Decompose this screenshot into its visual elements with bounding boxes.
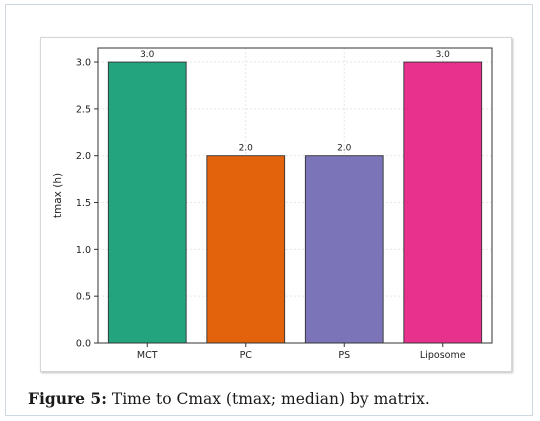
data-label: 2.0: [337, 144, 352, 154]
bar-chart: 0.0 0.5 1.0 1.5 2.0 2.5 3.0 3.0 MCT 2.0 PC 2.0 PS 3.0…: [52, 47, 493, 361]
x-tick-label: Liposome: [420, 350, 466, 361]
bar-mct: [107, 61, 187, 344]
y-tick-label: 1.0: [76, 245, 91, 256]
bar-ps: [304, 155, 384, 344]
data-label: 2.0: [239, 144, 254, 154]
figure-caption-text: Time to Cmax (tmax; median) by matrix.: [111, 390, 430, 408]
data-label: 3.0: [436, 50, 451, 60]
y-tick-label: 3.0: [76, 58, 91, 69]
chart-panel: 0.0 0.5 1.0 1.5 2.0 2.5 3.0 3.0 MCT 2.0 PC 2.0 PS 3.0…: [40, 37, 512, 372]
figure-caption: Figure 5: Time to Cmax (tmax; median) by…: [28, 389, 430, 408]
bar-liposome: [403, 61, 483, 344]
plot-frame: [97, 47, 493, 344]
x-tick-label: MCT: [137, 350, 158, 361]
y-axis-label: tmax (h): [52, 173, 64, 218]
x-tick-label: PS: [338, 350, 350, 361]
figure-label: Figure 5:: [28, 389, 107, 408]
y-tick-label: 2.0: [76, 151, 91, 162]
data-label: 3.0: [140, 50, 155, 60]
x-tick-label: PC: [240, 350, 253, 361]
figure-frame: 0.0 0.5 1.0 1.5 2.0 2.5 3.0 3.0 MCT 2.0 PC 2.0 PS 3.0…: [5, 4, 533, 416]
bar-pc: [206, 155, 286, 344]
y-tick-label: 2.5: [76, 104, 91, 115]
y-tick-label: 0.5: [76, 292, 91, 303]
y-tick-label: 0.0: [76, 339, 91, 350]
y-tick-label: 1.5: [76, 198, 91, 209]
